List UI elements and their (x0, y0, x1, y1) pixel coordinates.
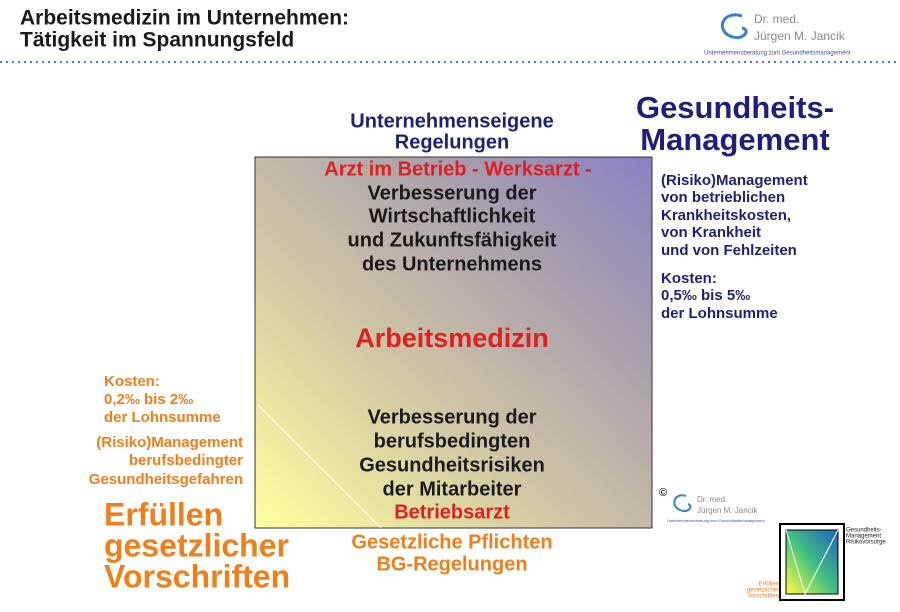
logo-tagline: Unternehmensberatung zum Gesundheitsmana… (704, 51, 851, 57)
title-line: Tätigkeit im Spannungsfeld (20, 29, 294, 52)
footer-logo-name: Jürgen M. Jancik (697, 506, 758, 515)
thumbnail-label: gesetzlicher (747, 588, 779, 594)
right-cost-line: 0,5‰ bis 5‰ (661, 287, 750, 304)
right-cost-line: der Lohnsumme (661, 305, 778, 322)
title-line: Arbeitsmedizin im Unternehmen: (20, 7, 349, 30)
tension-square (254, 156, 653, 529)
left-cost-line: Kosten: (104, 373, 160, 390)
left-description-line: (Risiko)Management (96, 434, 243, 451)
right-cost-line: Kosten: (661, 270, 717, 287)
thumbnail-label: Gesundheits- (846, 528, 882, 534)
square-bottom-line: Gesundheitsrisiken (359, 454, 545, 476)
bottom-line: BG-Regelungen (376, 553, 527, 575)
footer-logo-tagline: Unternehmensberatung zum Gesundheitsmana… (667, 518, 766, 523)
thumbnail-v (785, 529, 839, 596)
left-heading: Erfüllen (104, 496, 223, 532)
right-description-line: und von Fehlzeiten (661, 242, 797, 259)
square-bottom-line: Verbesserung der (368, 406, 537, 428)
logo-swirl (720, 13, 748, 40)
square-top-line: und Zukunftsfähigkeit (348, 229, 557, 251)
square-bottom-label: Betriebsarzt (394, 501, 510, 523)
copyright: © (659, 487, 667, 499)
right-description-line: Krankheitskosten, (661, 207, 791, 224)
right-description-line: (Risiko)Management (661, 172, 808, 189)
square-top-line: Verbesserung der (368, 182, 537, 204)
square-center: Arbeitsmedizin (355, 323, 549, 353)
bottom-line: Gesetzliche Pflichten (351, 531, 552, 553)
square-top-label: Arzt im Betrieb - Werksarzt - (324, 158, 591, 180)
square-bottom-line: der Mitarbeiter (383, 478, 522, 500)
right-heading: Management (640, 122, 829, 157)
diagonal (257, 404, 382, 529)
thumbnail-label: Erfüllen (759, 582, 779, 588)
left-cost-line: der Lohnsumme (104, 409, 221, 426)
left-heading: Vorschriften (104, 558, 290, 594)
square-bottom-line: berufsbedingten (374, 430, 531, 452)
right-description-line: von betrieblichen (661, 189, 785, 206)
thumbnail-frame (779, 523, 845, 601)
top-line: Unternehmenseigene (350, 110, 553, 132)
right-heading: Gesundheits- (636, 90, 834, 125)
logo-name: Dr. med. (754, 12, 799, 26)
top-line: Regelungen (395, 131, 509, 153)
footer-logo-swirl (673, 494, 692, 513)
square-top-line: des Unternehmens (362, 253, 542, 275)
footer-logo-name: Dr. med. (697, 495, 727, 504)
thumbnail-label: Vorschriften (747, 594, 779, 600)
right-description: (Risiko)Management von betrieblichen Kra… (661, 172, 808, 322)
logo-name: Jürgen M. Jancik (754, 29, 846, 43)
right-description-line: von Krankheit (661, 224, 761, 241)
thumbnail-label: Risikovorsorge (846, 540, 886, 546)
left-description-line: Gesundheitsgefahren (89, 471, 243, 488)
left-description-line: berufsbedingter (129, 452, 243, 469)
left-description: Kosten: 0,2‰ bis 2‰ der Lohnsumme (Risik… (89, 373, 243, 488)
thumbnail-label: Management (846, 534, 881, 540)
left-cost-line: 0,2‰ bis 2‰ (104, 391, 193, 408)
square-top-line: Wirtschaftlichkeit (369, 205, 536, 227)
thumbnail-square (785, 529, 839, 595)
left-heading: gesetzlicher (104, 527, 289, 563)
